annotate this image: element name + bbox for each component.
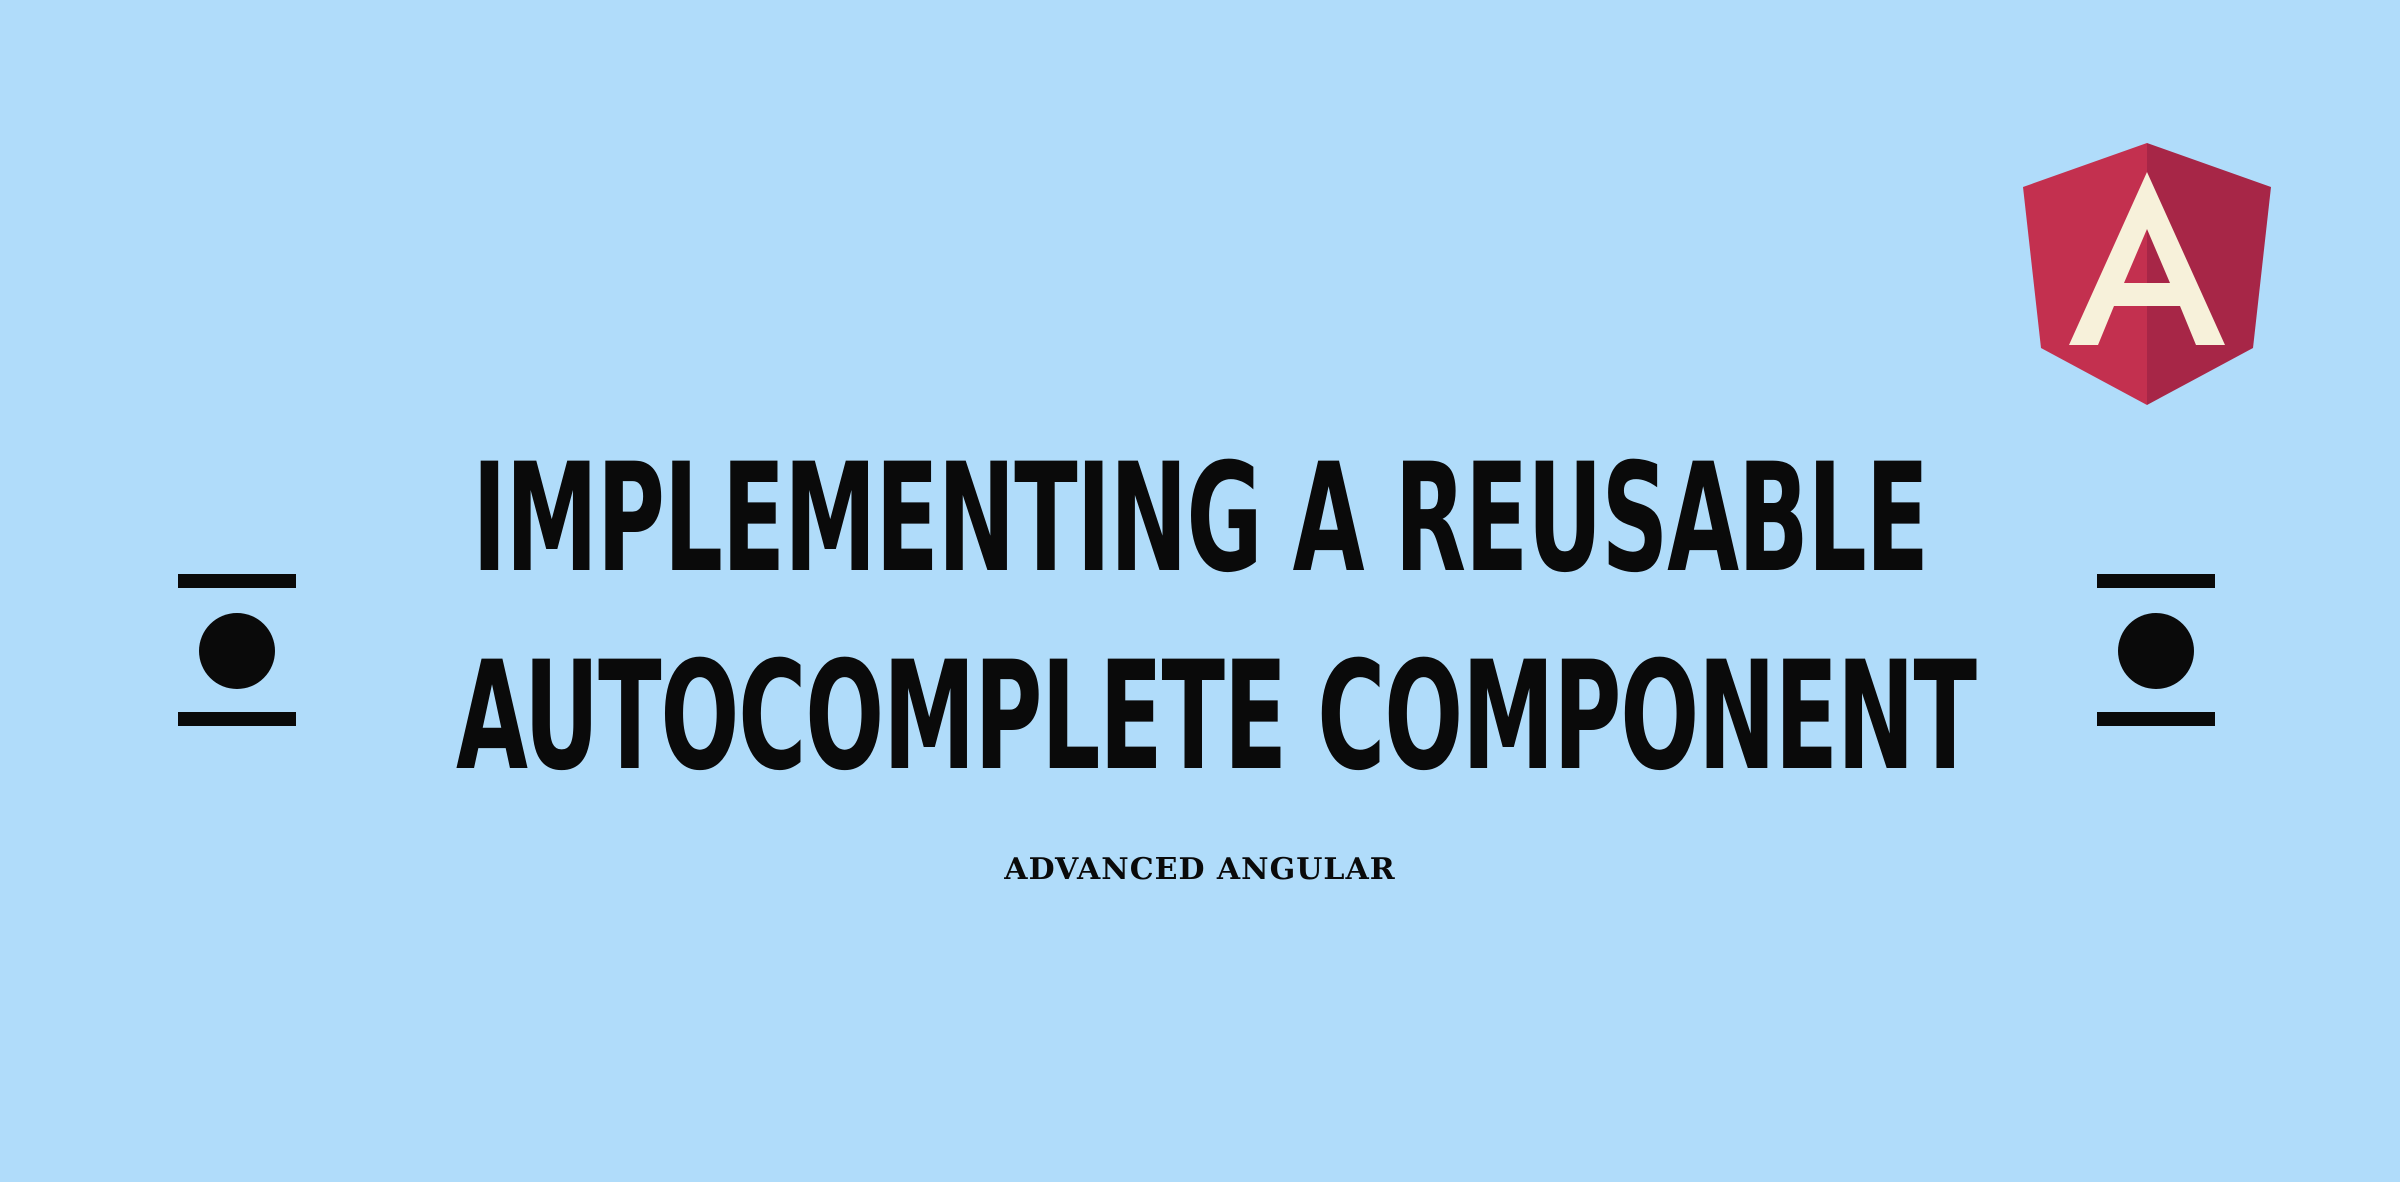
right-ornament-icon	[2097, 574, 2215, 726]
title-line-1: IMPLEMENTING A REUSABLE	[472, 432, 1929, 606]
title-line-2: AUTOCOMPLETE COMPONENT	[456, 630, 1977, 804]
subtitle: ADVANCED ANGULAR	[1004, 852, 1396, 887]
left-ornament-icon	[178, 574, 296, 726]
angular-logo-icon	[2023, 143, 2271, 405]
hero-title: IMPLEMENTING A REUSABLE AUTOCOMPLETE COM…	[0, 420, 2400, 816]
